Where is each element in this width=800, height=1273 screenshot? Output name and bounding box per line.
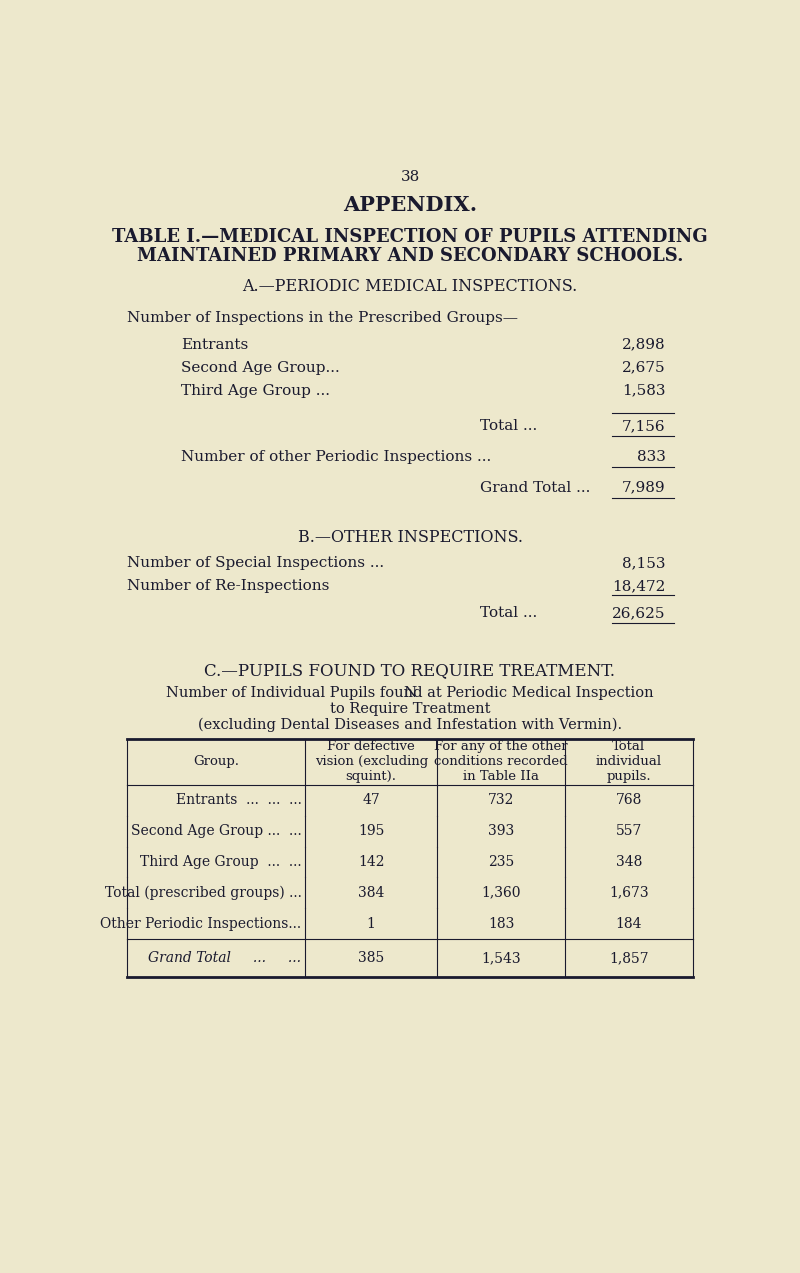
- Text: (excluding Dental Diseases and Infestation with Vermin).: (excluding Dental Diseases and Infestati…: [198, 717, 622, 732]
- Text: Second Age Group...: Second Age Group...: [182, 360, 340, 374]
- Text: For any of the other
conditions recorded
in Table IIa: For any of the other conditions recorded…: [434, 741, 568, 783]
- Text: C.—PUPILS FOUND TO REQUIRE TREATMENT.: C.—PUPILS FOUND TO REQUIRE TREATMENT.: [205, 662, 615, 679]
- Text: 38: 38: [400, 169, 420, 183]
- Text: MAINTAINED PRIMARY AND SECONDARY SCHOOLS.: MAINTAINED PRIMARY AND SECONDARY SCHOOLS…: [137, 247, 683, 265]
- Text: 557: 557: [616, 824, 642, 838]
- Text: 7,989: 7,989: [622, 481, 666, 495]
- Text: Other Periodic Inspections...: Other Periodic Inspections...: [100, 917, 302, 931]
- Text: 1,543: 1,543: [482, 951, 521, 965]
- Text: Group.: Group.: [194, 755, 239, 769]
- Text: Number of other Periodic Inspections ...: Number of other Periodic Inspections ...: [182, 449, 492, 463]
- Text: Number of Inspections in the Prescribed Groups—: Number of Inspections in the Prescribed …: [127, 311, 518, 325]
- Text: Grand Total     ...     ...: Grand Total ... ...: [149, 951, 302, 965]
- Text: B.—OTHER INSPECTIONS.: B.—OTHER INSPECTIONS.: [298, 528, 522, 546]
- Text: 8,153: 8,153: [622, 556, 666, 570]
- Text: Second Age Group ...  ...: Second Age Group ... ...: [130, 824, 302, 838]
- Text: A.—PERIODIC MEDICAL INSPECTIONS.: A.—PERIODIC MEDICAL INSPECTIONS.: [242, 279, 578, 295]
- Text: 183: 183: [488, 917, 514, 931]
- Text: Total
individual
pupils.: Total individual pupils.: [596, 741, 662, 783]
- Text: 768: 768: [616, 793, 642, 807]
- Text: Total ...: Total ...: [480, 419, 537, 433]
- Text: 195: 195: [358, 824, 385, 838]
- Text: 385: 385: [358, 951, 384, 965]
- Text: Entrants: Entrants: [182, 337, 249, 351]
- Text: 732: 732: [488, 793, 514, 807]
- Text: 142: 142: [358, 855, 385, 869]
- Text: Number of Re-Inspections: Number of Re-Inspections: [127, 579, 330, 593]
- Text: N: N: [403, 686, 417, 700]
- Text: 1,857: 1,857: [609, 951, 649, 965]
- Text: 393: 393: [488, 824, 514, 838]
- Text: Total (prescribed groups) ...: Total (prescribed groups) ...: [105, 886, 302, 900]
- Text: APPENDIX.: APPENDIX.: [343, 195, 477, 215]
- Text: 184: 184: [616, 917, 642, 931]
- Text: 235: 235: [488, 855, 514, 869]
- Text: 7,156: 7,156: [622, 419, 666, 433]
- Text: 2,898: 2,898: [622, 337, 666, 351]
- Text: 18,472: 18,472: [612, 579, 666, 593]
- Text: 1,360: 1,360: [482, 886, 521, 900]
- Text: Number of Special Inspections ...: Number of Special Inspections ...: [127, 556, 384, 570]
- Text: 1: 1: [367, 917, 376, 931]
- Text: 348: 348: [616, 855, 642, 869]
- Text: Third Age Group ...: Third Age Group ...: [182, 383, 330, 397]
- Text: 1,583: 1,583: [622, 383, 666, 397]
- Text: TABLE I.—MEDICAL INSPECTION OF PUPILS ATTENDING: TABLE I.—MEDICAL INSPECTION OF PUPILS AT…: [112, 228, 708, 246]
- Text: Number of Individual Pupils found at Periodic Medical Inspection: Number of Individual Pupils found at Per…: [166, 686, 654, 700]
- Text: 384: 384: [358, 886, 385, 900]
- Text: Entrants  ...  ...  ...: Entrants ... ... ...: [176, 793, 302, 807]
- Text: 47: 47: [362, 793, 380, 807]
- Text: Total ...: Total ...: [480, 606, 537, 620]
- Text: Grand Total ...: Grand Total ...: [480, 481, 590, 495]
- Text: Third Age Group  ...  ...: Third Age Group ... ...: [140, 855, 302, 869]
- Text: For defective
vision (excluding
squint).: For defective vision (excluding squint).: [314, 741, 428, 783]
- Text: 26,625: 26,625: [612, 606, 666, 620]
- Text: 833: 833: [637, 449, 666, 463]
- Text: 1,673: 1,673: [609, 886, 649, 900]
- Text: to Require Treatment: to Require Treatment: [330, 701, 490, 715]
- Text: 2,675: 2,675: [622, 360, 666, 374]
